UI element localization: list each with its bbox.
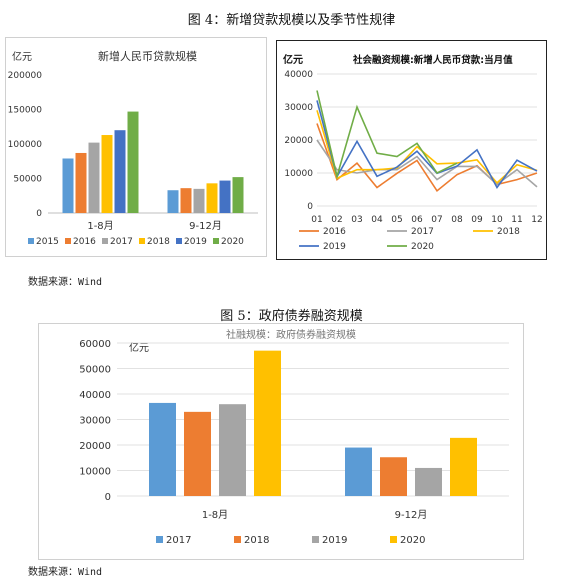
legend-swatch: [390, 536, 397, 543]
x-tick-label: 1-8月: [202, 509, 228, 521]
y-tick-label: 10000: [284, 169, 313, 179]
y-tick-label: 0: [105, 492, 111, 503]
bar: [415, 467, 442, 496]
bar: [75, 152, 87, 213]
x-tick-label: 08: [451, 215, 463, 225]
bar: [149, 402, 176, 496]
bar: [206, 183, 218, 213]
bar: [88, 142, 100, 213]
bar: [193, 188, 205, 213]
legend-label: 2017: [166, 535, 191, 546]
x-tick-label: 01: [311, 215, 322, 225]
legend-label: 2020: [411, 242, 434, 252]
unit-label: 亿元: [129, 341, 149, 354]
unit-label: 亿元: [283, 53, 303, 66]
y-tick-label: 150000: [8, 106, 43, 116]
y-tick-label: 40000: [284, 70, 313, 80]
series-line: [316, 110, 538, 185]
y-tick-label: 20000: [284, 136, 313, 146]
x-tick-label: 07: [431, 215, 442, 225]
legend-swatch: [176, 238, 182, 244]
legend-label: 2018: [244, 535, 269, 546]
legend-label: 2019: [322, 535, 347, 546]
legend-swatch: [28, 238, 34, 244]
bar: [450, 437, 477, 496]
chart-title: 新增人民币贷款规模: [98, 49, 197, 63]
bar: [62, 158, 74, 213]
bar: [345, 447, 372, 496]
legend-label: 2016: [73, 237, 96, 247]
bar: [101, 135, 113, 213]
unit-label: 亿元: [12, 50, 32, 63]
x-tick-label: 02: [331, 215, 342, 225]
y-tick-label: 0: [36, 209, 42, 219]
legend-label: 2018: [497, 227, 520, 237]
figure5-source: 数据来源：Wind: [28, 567, 103, 578]
bar: [219, 404, 246, 496]
y-tick-label: 60000: [79, 339, 111, 350]
x-tick-label: 11: [511, 215, 522, 225]
legend-label: 2019: [184, 237, 207, 247]
legend-label: 2020: [400, 535, 425, 546]
chart-title: 社融规模：政府债券融资规模: [226, 328, 356, 341]
new-loans-chart-panel: 新增人民币贷款规模 亿元 0 50000 100000 150000 200000 1-8月 9…: [5, 37, 267, 257]
bar: [167, 190, 179, 213]
x-tick-label: 03: [351, 215, 362, 225]
legend-swatch: [102, 238, 108, 244]
x-tick-label: 10: [491, 215, 503, 225]
bar: [380, 457, 407, 496]
bar: [254, 350, 281, 496]
x-tick-label: 1-8月: [87, 220, 113, 232]
x-tick-label: 06: [411, 215, 423, 225]
legend-label: 2017: [110, 237, 133, 247]
bar: [184, 411, 211, 496]
x-tick-label: 04: [371, 215, 383, 225]
monthly-loans-line-chart: 亿元 社会融资规模:新增人民币贷款:当月值 0 10000 20000 30000 4000…: [283, 53, 543, 252]
legend-swatch: [234, 536, 241, 543]
y-tick-label: 30000: [284, 103, 313, 113]
y-tick-label: 30000: [79, 416, 111, 427]
bar: [219, 180, 231, 213]
y-tick-label: 50000: [79, 365, 111, 376]
y-tick-label: 10000: [79, 467, 111, 478]
new-loans-bar-chart: 新增人民币贷款规模 亿元 0 50000 100000 150000 200000 1-8月 9…: [8, 49, 258, 247]
legend-swatch: [139, 238, 145, 244]
bar: [114, 130, 126, 213]
y-tick-label: 50000: [13, 175, 42, 185]
legend-swatch: [213, 238, 219, 244]
bar: [127, 111, 139, 213]
legend-label: 2016: [323, 227, 346, 237]
y-tick-label: 0: [307, 202, 313, 212]
legend-label: 2019: [323, 242, 346, 252]
y-tick-label: 100000: [8, 140, 43, 150]
figure4-source: 数据来源：Wind: [28, 277, 103, 288]
x-tick-label: 09: [471, 215, 483, 225]
legend-label: 2015: [36, 237, 59, 247]
legend-label: 2018: [147, 237, 170, 247]
figure4-title: 图 4：新增贷款规模以及季节性规律: [187, 13, 396, 28]
bar: [232, 177, 244, 213]
x-tick-label: 05: [391, 215, 402, 225]
legend-swatch: [156, 536, 163, 543]
figure5-title: 图 5：政府债券融资规模: [220, 309, 363, 324]
y-tick-label: 20000: [79, 441, 111, 452]
legend-swatch: [312, 536, 319, 543]
legend-label: 2017: [411, 227, 434, 237]
series-line: [316, 100, 538, 190]
legend-swatch: [65, 238, 71, 244]
y-tick-label: 40000: [79, 390, 111, 401]
monthly-loans-chart-panel: 亿元 社会融资规模:新增人民币贷款:当月值 0 10000 20000 30000 4000…: [276, 40, 547, 260]
chart-title: 社会融资规模:新增人民币贷款:当月值: [352, 54, 513, 66]
x-tick-label: 12: [531, 215, 542, 225]
x-tick-label: 9-12月: [395, 509, 428, 521]
x-tick-label: 9-12月: [189, 220, 222, 232]
bar: [180, 188, 192, 213]
series-line: [316, 90, 458, 180]
legend-label: 2020: [221, 237, 244, 247]
y-tick-label: 200000: [8, 71, 43, 81]
gov-bond-chart-panel: 社融规模：政府债券融资规模亿元 0 10000 20000 30000 40000 5000…: [38, 323, 524, 560]
